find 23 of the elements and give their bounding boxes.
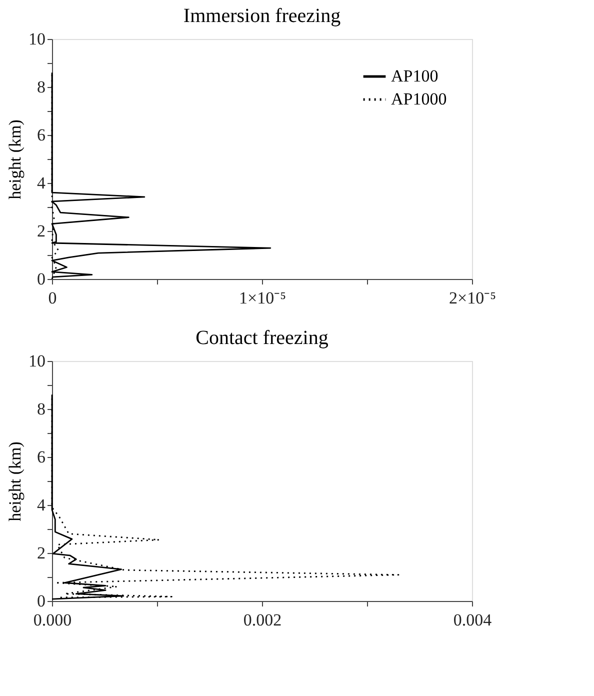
y-tick-label: 4 [37,174,46,192]
y-tick-label: 10 [28,352,46,370]
y-tick-label: 0 [37,270,46,288]
legend-label: AP1000 [391,90,447,108]
x-tick-label: 0.000 [33,610,72,630]
x-tick-label: 2×10⁻⁵ [448,288,496,308]
chart-title: Contact freezing [196,327,328,349]
y-tick-label: 6 [37,448,46,466]
y-tick-label: 4 [37,496,46,514]
y-axis-title: height (km) [6,442,24,522]
y-tick-label: 10 [28,30,46,48]
y-tick-label: 8 [37,78,46,96]
x-tick-label: 1×10⁻⁵ [238,288,286,308]
y-axis-title: height (km) [6,120,24,200]
y-tick-label: 2 [37,544,46,562]
y-tick-label: 8 [37,400,46,418]
y-tick-label: 0 [37,592,46,610]
x-tick-label: 0.002 [243,610,282,630]
y-tick-label: 2 [37,222,46,240]
chart-title: Immersion freezing [183,5,341,27]
y-tick-label: 6 [37,126,46,144]
legend-label: AP100 [391,66,438,86]
x-tick-label: 0.004 [453,610,492,630]
